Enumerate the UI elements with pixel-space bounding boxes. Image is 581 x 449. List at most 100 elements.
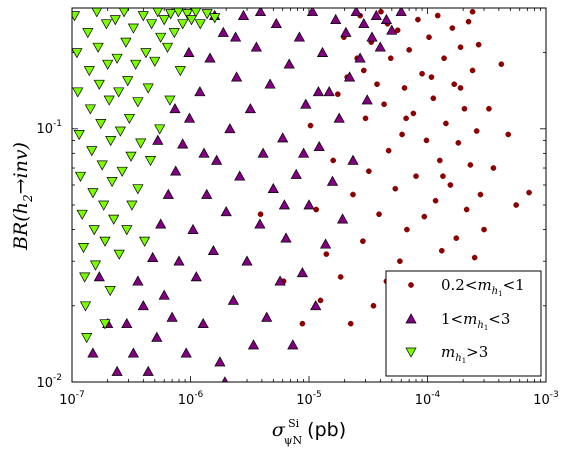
data-point	[118, 8, 130, 18]
data-point	[370, 302, 377, 309]
data-point	[220, 206, 232, 217]
data-point	[93, 79, 105, 90]
data-point	[428, 74, 435, 80]
data-point	[397, 258, 403, 265]
data-point	[190, 8, 202, 18]
data-point	[430, 95, 437, 102]
data-point	[130, 59, 142, 70]
data-point	[264, 78, 276, 89]
data-point	[350, 191, 356, 198]
data-point	[313, 206, 320, 213]
data-point	[209, 13, 221, 24]
data-point	[254, 218, 266, 229]
data-point	[387, 55, 394, 62]
data-point	[241, 255, 253, 266]
data-point	[280, 232, 292, 243]
data-point	[197, 317, 209, 329]
data-point	[174, 66, 186, 77]
data-point	[337, 213, 349, 224]
data-point	[72, 48, 83, 59]
data-point	[293, 31, 305, 42]
data-point	[100, 19, 112, 30]
data-point	[95, 119, 107, 130]
data-point	[267, 182, 279, 194]
data-point	[103, 95, 115, 106]
data-point	[211, 154, 223, 165]
data-point	[298, 147, 310, 158]
data-point	[168, 28, 180, 39]
data-point	[440, 173, 446, 180]
data-point	[234, 170, 246, 181]
data-point	[344, 71, 356, 82]
data-point	[401, 85, 408, 91]
data-point	[513, 202, 520, 208]
data-point	[406, 47, 412, 53]
data-point	[120, 37, 132, 48]
data-point	[399, 131, 405, 138]
data-point	[126, 200, 138, 211]
data-point	[360, 67, 367, 74]
data-point	[404, 226, 410, 233]
data-point	[104, 286, 116, 297]
data-point	[198, 147, 210, 158]
data-point	[84, 104, 96, 115]
data-point	[116, 166, 128, 177]
data-point	[261, 311, 273, 322]
data-point	[392, 185, 399, 192]
x-tick-label: 10-5	[296, 390, 322, 408]
data-point	[73, 130, 85, 141]
data-point	[183, 46, 195, 57]
data-point	[374, 41, 386, 52]
data-point	[77, 243, 90, 254]
data-point	[441, 55, 447, 62]
data-point	[283, 58, 295, 69]
data-point	[481, 226, 487, 233]
data-point	[92, 42, 104, 53]
data-point	[96, 160, 108, 171]
data-point	[105, 136, 117, 147]
data-point	[358, 17, 370, 29]
data-point	[449, 25, 456, 31]
data-point	[471, 254, 478, 261]
data-point	[438, 247, 445, 254]
data-point	[91, 8, 103, 18]
data-point	[89, 260, 102, 271]
legend-label: 1<mh1<3	[441, 310, 510, 332]
data-point	[347, 154, 359, 165]
data-point	[423, 137, 430, 144]
y-tick-label: 10-2	[36, 373, 62, 391]
data-point	[490, 165, 497, 171]
data-point	[453, 235, 460, 241]
data-point	[436, 157, 443, 164]
data-point	[132, 275, 144, 286]
data-point	[303, 199, 315, 210]
data-point	[121, 317, 133, 329]
data-point	[194, 19, 206, 30]
x-axis-label: σψNSi (pb)	[272, 417, 346, 447]
data-point	[310, 300, 322, 311]
data-point	[486, 105, 492, 112]
legend-label: mh1>3	[441, 343, 488, 365]
legend-label: 0.2<mh1<1	[441, 276, 525, 298]
data-point	[87, 188, 99, 199]
data-point	[443, 120, 449, 127]
data-point	[158, 289, 170, 300]
data-point	[180, 347, 192, 358]
data-point	[475, 41, 482, 48]
data-point	[123, 113, 135, 125]
data-point	[164, 95, 176, 106]
data-point	[111, 53, 123, 64]
y-axis-label: BR(h2→inv)	[10, 142, 35, 251]
data-point	[270, 17, 282, 29]
data-point	[177, 138, 189, 149]
data-point	[465, 18, 472, 25]
data-point	[362, 115, 369, 122]
data-point	[190, 271, 202, 282]
data-point	[122, 76, 134, 87]
data-point	[330, 13, 342, 24]
data-point	[350, 8, 362, 17]
data-point	[158, 15, 170, 26]
data-point	[376, 211, 382, 218]
data-point	[87, 347, 99, 358]
data-point	[187, 223, 199, 234]
